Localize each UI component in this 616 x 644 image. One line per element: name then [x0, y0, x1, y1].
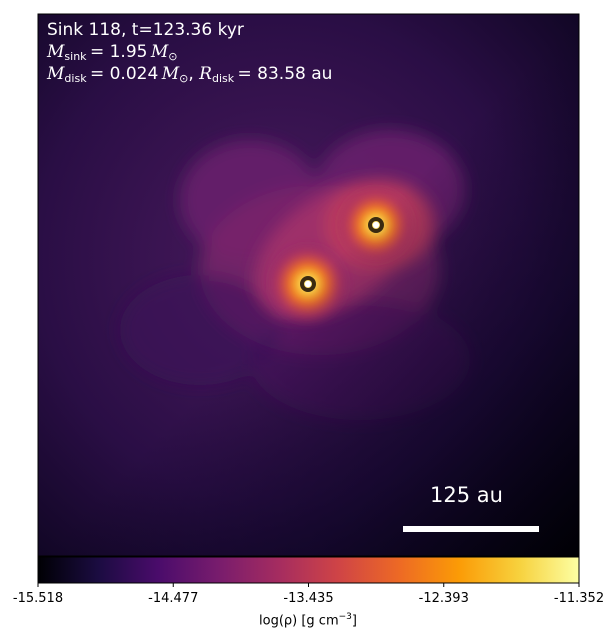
axes-frame: [37, 13, 580, 557]
colorbar-tick-label: -15.518: [12, 591, 64, 606]
scale-bar-label: 125 au: [430, 483, 503, 507]
colorbar-tick-label: -14.477: [148, 591, 199, 606]
sink-mass: Msink = 1.95 M⊙: [47, 42, 178, 63]
sink-upper-core: [372, 221, 380, 229]
sink-lower-core: [304, 280, 312, 288]
disk-properties: Mdisk = 0.024 M⊙, Rdisk = 83.58 au: [47, 64, 333, 85]
colorbar-label: log(ρ) [g cm−3]: [259, 612, 357, 629]
sink-markers: [300, 217, 384, 292]
sink-title: Sink 118, t=123.36 kyr: [47, 20, 244, 40]
density-map: [38, 14, 579, 556]
colorbar-tick-label: -13.435: [283, 591, 334, 606]
sink-lower-marker: [300, 276, 316, 292]
scale-bar: [403, 526, 539, 532]
colorbar-tick-label: -12.393: [418, 591, 469, 606]
colorbar: [37, 556, 580, 587]
sink-upper-marker: [368, 217, 384, 233]
colorbar-tick-label: -11.352: [553, 591, 605, 606]
